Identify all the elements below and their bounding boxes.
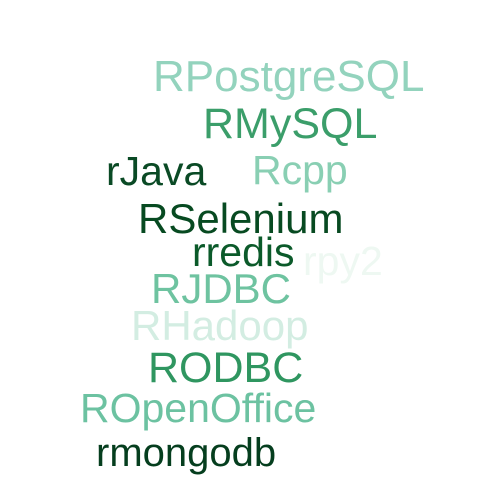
word-rredis: rredis xyxy=(192,229,295,275)
word-rpy2: rpy2 xyxy=(303,238,383,284)
word-rmysql: RMySQL xyxy=(203,100,378,148)
word-rmongodb: rmongodb xyxy=(96,431,277,475)
word-rjava: rJava xyxy=(106,148,207,194)
word-ropenoffice: ROpenOffice xyxy=(80,385,317,431)
word-rodbc: RODBC xyxy=(148,344,304,392)
word-rjdbc: RJDBC xyxy=(151,265,292,312)
word-rcpp: Rcpp xyxy=(252,147,348,193)
word-rpostgresql: RPostgreSQL xyxy=(153,52,425,101)
word-rselenium: RSelenium xyxy=(138,195,344,242)
word-rhadoop: RHadoop xyxy=(131,302,309,349)
